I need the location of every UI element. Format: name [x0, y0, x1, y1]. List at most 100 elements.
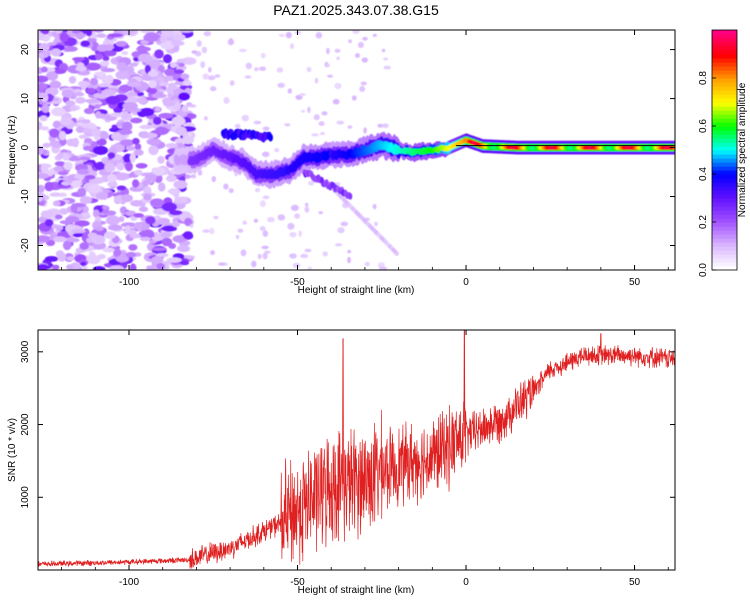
- snr-ytick-label: 1000: [20, 486, 31, 509]
- spectrogram-cell: [41, 104, 50, 113]
- colorbar-band: [712, 114, 737, 119]
- spectrogram-cell: [223, 97, 230, 104]
- spectrogram-cells: [38, 30, 675, 270]
- colorbar-band: [712, 178, 737, 183]
- spectrogram-cell: [168, 82, 177, 92]
- snr-ytick-label: 3000: [20, 340, 31, 363]
- snr-panel: -100 -50 0 50 1000 2000 3000 Height of straigh…: [7, 329, 676, 596]
- spectrogram-cell: [41, 66, 48, 73]
- spectrogram-cell: [321, 111, 328, 116]
- colorbar-band: [712, 142, 737, 147]
- spectrogram-cell: [318, 211, 323, 215]
- spectrogram-cell: [174, 196, 189, 204]
- spectrogram-cell: [161, 30, 175, 38]
- spectrogram-cell: [49, 192, 62, 197]
- spectrogram-cell: [148, 145, 159, 156]
- spectrogram-cell: [183, 231, 193, 240]
- spectrogram-cell: [57, 171, 69, 176]
- spectrogram-cell: [127, 71, 136, 76]
- spectrogram-cell: [201, 46, 207, 54]
- colorbar-band: [712, 110, 737, 115]
- spectrogram-cell: [63, 161, 73, 171]
- spectrogram-cell: [177, 245, 191, 253]
- spectrogram-cell: [101, 75, 114, 85]
- spectrogram-cell: [173, 101, 182, 111]
- spectrogram-cell: [234, 123, 241, 129]
- spectrogram-cell: [146, 265, 155, 270]
- spectrogram-cell: [123, 229, 131, 235]
- spectrogram-cell: [139, 124, 154, 130]
- spectrogram-cell: [290, 204, 299, 211]
- spectrogram-cell: [124, 225, 132, 231]
- spectrogram-cell: [83, 107, 95, 115]
- spectrogram-cell: [92, 209, 100, 218]
- colorbar-band: [712, 70, 737, 75]
- colorbar-band: [712, 134, 737, 139]
- spectrogram-cell: [84, 175, 96, 180]
- spectrogram-cell: [129, 152, 136, 163]
- spectrogram-ytick-label: 0: [20, 144, 31, 150]
- spectrogram-cell: [337, 227, 345, 234]
- spectrogram-cell: [394, 251, 399, 256]
- snr-xtick-label: -50: [290, 577, 305, 588]
- spectrogram-ytick-label: -10: [20, 189, 31, 204]
- spectrogram-cell: [100, 68, 116, 73]
- colorbar-band: [712, 198, 737, 203]
- spectrogram-cell: [104, 163, 116, 173]
- spectrogram-cell: [58, 130, 67, 141]
- colorbar-band: [712, 190, 737, 195]
- spectrogram-cell: [347, 256, 351, 264]
- colorbar-tick-label: 0.4: [698, 167, 709, 181]
- spectrogram-cell: [229, 37, 233, 44]
- spectrogram-cell: [38, 82, 48, 90]
- colorbar-band: [712, 102, 737, 107]
- colorbar-band: [712, 266, 737, 271]
- spectrogram-cell: [332, 98, 340, 105]
- colorbar-band: [712, 194, 737, 199]
- spectrogram-cell: [210, 86, 217, 92]
- spectrogram-cell: [294, 213, 300, 219]
- spectrogram-cell: [94, 71, 106, 77]
- spectrogram-cell: [80, 119, 91, 124]
- colorbar-band: [712, 94, 737, 99]
- spectrogram-cell: [242, 220, 247, 225]
- spectrogram-cell: [52, 120, 62, 129]
- spectrogram-cell: [104, 50, 117, 57]
- spectrogram-cell: [94, 226, 104, 231]
- spectrogram-xlabel: Height of straight line (km): [298, 285, 415, 296]
- spectrogram-cell: [372, 203, 377, 210]
- spectrogram-cell: [74, 173, 85, 180]
- spectrogram-cell: [304, 206, 310, 213]
- spectrogram-cell: [90, 77, 99, 86]
- spectrogram-cell: [75, 97, 86, 104]
- colorbar-band: [712, 170, 737, 175]
- spectrogram-cell: [96, 44, 108, 52]
- spectrogram-cell: [63, 46, 78, 52]
- spectrogram-cell: [73, 92, 85, 97]
- spectrogram-cell: [240, 249, 247, 257]
- spectrogram-cell: [152, 167, 166, 176]
- spectrogram-cell: [38, 264, 49, 270]
- colorbar-band: [712, 234, 737, 239]
- spectrogram-cell: [334, 243, 343, 247]
- colorbar-band: [712, 118, 737, 123]
- spectrogram-cell: [223, 183, 229, 190]
- spectrogram-cell: [207, 75, 216, 81]
- spectrogram-cell: [114, 172, 130, 181]
- spectrogram-cell: [160, 231, 172, 238]
- spectrogram-cell: [40, 163, 49, 174]
- colorbar-band: [712, 262, 737, 267]
- spectrogram-cell: [139, 131, 148, 139]
- spectrogram-cell: [96, 138, 107, 146]
- spectrogram-cell: [116, 162, 125, 171]
- colorbar-band: [712, 74, 737, 79]
- spectrogram-cell: [379, 266, 388, 270]
- spectrogram-cell: [62, 240, 72, 251]
- spectrogram-cell: [299, 93, 306, 97]
- spectrogram-cell: [91, 128, 101, 138]
- spectrogram-cell: [182, 80, 192, 86]
- spectrogram-cell: [60, 116, 72, 126]
- spectrogram-cell: [304, 202, 309, 207]
- spectrogram-cell: [121, 222, 137, 228]
- spectrogram-cell: [137, 53, 153, 63]
